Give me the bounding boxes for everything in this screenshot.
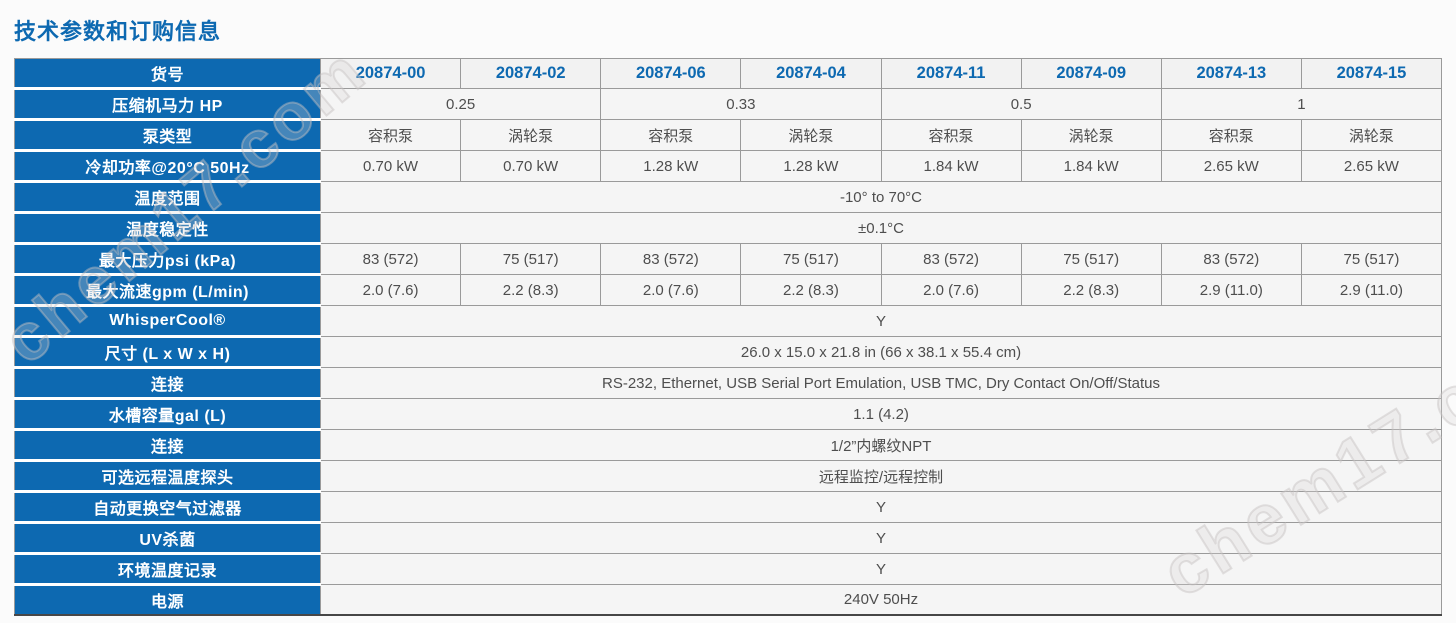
value-cell: 涡轮泵	[460, 119, 602, 151]
spec-table: 货号 20874-00 20874-02 20874-06 20874-04 20874-…	[14, 58, 1443, 616]
value-cell: 容积泵	[600, 119, 742, 151]
row-label: UV杀菌	[14, 522, 321, 555]
value-cell: 涡轮泵	[740, 119, 882, 151]
value-cell: 0.5	[880, 88, 1162, 120]
value-cell: 75 (517)	[1020, 243, 1162, 275]
table-row: 连接 RS-232, Ethernet, USB Serial Port Emul…	[14, 367, 1442, 400]
value-cell: 2.65 kW	[1160, 150, 1302, 182]
value-cell: 2.65 kW	[1300, 150, 1443, 182]
row-label: 可选远程温度探头	[14, 460, 321, 493]
row-label: 温度范围	[14, 181, 321, 214]
value-cell: 涡轮泵	[1020, 119, 1162, 151]
value-cell: 1.84 kW	[880, 150, 1022, 182]
value-cell: -10° to 70°C	[320, 181, 1442, 213]
table-row: 泵类型 容积泵 涡轮泵 容积泵 涡轮泵 容积泵 涡轮泵 容积泵 涡轮泵	[14, 119, 1443, 152]
table-row: 最大压力psi (kPa) 83 (572) 75 (517) 83 (572) 75 …	[14, 243, 1443, 276]
header-row: 货号 20874-00 20874-02 20874-06 20874-04 20874-…	[14, 58, 1443, 90]
value-cell: 75 (517)	[460, 243, 602, 275]
row-label: 温度稳定性	[14, 212, 321, 245]
table-row: 压缩机马力 HP 0.25 0.33 0.5 1	[14, 88, 1443, 121]
table-row: 最大流速gpm (L/min) 2.0 (7.6) 2.2 (8.3) 2.0 (7.…	[14, 274, 1443, 307]
value-cell: 容积泵	[880, 119, 1022, 151]
model-header: 20874-09	[1020, 58, 1162, 89]
value-cell: 容积泵	[319, 119, 462, 151]
row-label: 连接	[14, 429, 321, 462]
value-cell: 2.2 (8.3)	[460, 274, 602, 306]
value-cell: 83 (572)	[319, 243, 462, 275]
value-cell: 2.0 (7.6)	[880, 274, 1022, 306]
row-label: 最大压力psi (kPa)	[14, 243, 321, 276]
value-cell: 2.0 (7.6)	[600, 274, 742, 306]
value-cell: 0.70 kW	[460, 150, 602, 182]
table-row: 冷却功率@20°C 50Hz 0.70 kW 0.70 kW 1.28 kW 1.28 …	[14, 150, 1443, 183]
value-cell: 1.1 (4.2)	[320, 398, 1442, 430]
value-cell: 1.84 kW	[1020, 150, 1162, 182]
model-header: 20874-15	[1300, 58, 1443, 89]
table-row: UV杀菌 Y	[14, 522, 1442, 555]
table-row: 环境温度记录 Y	[14, 553, 1442, 586]
row-label: 冷却功率@20°C 50Hz	[14, 150, 321, 183]
row-label: 泵类型	[14, 119, 321, 152]
model-header: 20874-04	[740, 58, 882, 89]
value-cell: 2.9 (11.0)	[1300, 274, 1443, 306]
model-header: 20874-02	[460, 58, 602, 89]
row-label: 连接	[14, 367, 321, 400]
value-cell: 2.0 (7.6)	[319, 274, 462, 306]
value-cell: 远程监控/远程控制	[320, 460, 1442, 492]
row-label: 压缩机马力 HP	[14, 88, 321, 121]
table-row: 温度稳定性 ±0.1°C	[14, 212, 1442, 245]
value-cell: 2.2 (8.3)	[1020, 274, 1162, 306]
row-label: 环境温度记录	[14, 553, 321, 586]
value-cell: 75 (517)	[1300, 243, 1443, 275]
spec-table-body: 货号 20874-00 20874-02 20874-06 20874-04 20874-…	[14, 58, 1443, 616]
value-cell: 1.28 kW	[600, 150, 742, 182]
row-label: 尺寸 (L x W x H)	[14, 336, 321, 369]
table-row: WhisperCool® Y	[14, 305, 1442, 338]
row-label: 水槽容量gal (L)	[14, 398, 321, 431]
value-cell: 容积泵	[1160, 119, 1302, 151]
value-cell: 75 (517)	[740, 243, 882, 275]
model-header: 20874-06	[600, 58, 742, 89]
value-cell: 2.9 (11.0)	[1160, 274, 1302, 306]
table-row: 尺寸 (L x W x H) 26.0 x 15.0 x 21.8 in (66 …	[14, 336, 1442, 369]
value-cell: Y	[320, 553, 1442, 585]
value-cell: 0.25	[319, 88, 602, 120]
value-cell: 26.0 x 15.0 x 21.8 in (66 x 38.1 x 55.4 …	[320, 336, 1442, 368]
model-header: 20874-00	[319, 58, 462, 89]
row-label: 货号	[14, 58, 321, 90]
value-cell: 1.28 kW	[740, 150, 882, 182]
page-title: 技术参数和订购信息	[14, 19, 222, 44]
table-row: 连接 1/2”内螺纹NPT	[14, 429, 1442, 462]
value-cell: 0.33	[600, 88, 882, 120]
row-label: 自动更换空气过滤器	[14, 491, 321, 524]
row-label: WhisperCool®	[14, 305, 321, 338]
value-cell: 涡轮泵	[1300, 119, 1443, 151]
value-cell: 2.2 (8.3)	[740, 274, 882, 306]
row-label: 最大流速gpm (L/min)	[14, 274, 321, 307]
model-header: 20874-11	[880, 58, 1022, 89]
value-cell: ±0.1°C	[320, 212, 1442, 244]
value-cell: Y	[320, 305, 1442, 337]
row-label: 电源	[14, 584, 321, 615]
table-row: 温度范围 -10° to 70°C	[14, 181, 1442, 214]
table-row: 自动更换空气过滤器 Y	[14, 491, 1442, 524]
value-cell: 1/2”内螺纹NPT	[320, 429, 1442, 461]
value-cell: RS-232, Ethernet, USB Serial Port Emulat…	[320, 367, 1442, 399]
table-row: 电源 240V 50Hz	[14, 584, 1442, 616]
table-row: 可选远程温度探头 远程监控/远程控制	[14, 460, 1442, 493]
value-cell: 83 (572)	[880, 243, 1022, 275]
table-row: 水槽容量gal (L) 1.1 (4.2)	[14, 398, 1442, 431]
value-cell: 0.70 kW	[319, 150, 462, 182]
value-cell: Y	[320, 491, 1442, 523]
value-cell: Y	[320, 522, 1442, 554]
value-cell: 240V 50Hz	[320, 584, 1442, 616]
value-cell: 83 (572)	[1160, 243, 1302, 275]
value-cell: 1	[1160, 88, 1443, 120]
value-cell: 83 (572)	[600, 243, 742, 275]
model-header: 20874-13	[1160, 58, 1302, 89]
